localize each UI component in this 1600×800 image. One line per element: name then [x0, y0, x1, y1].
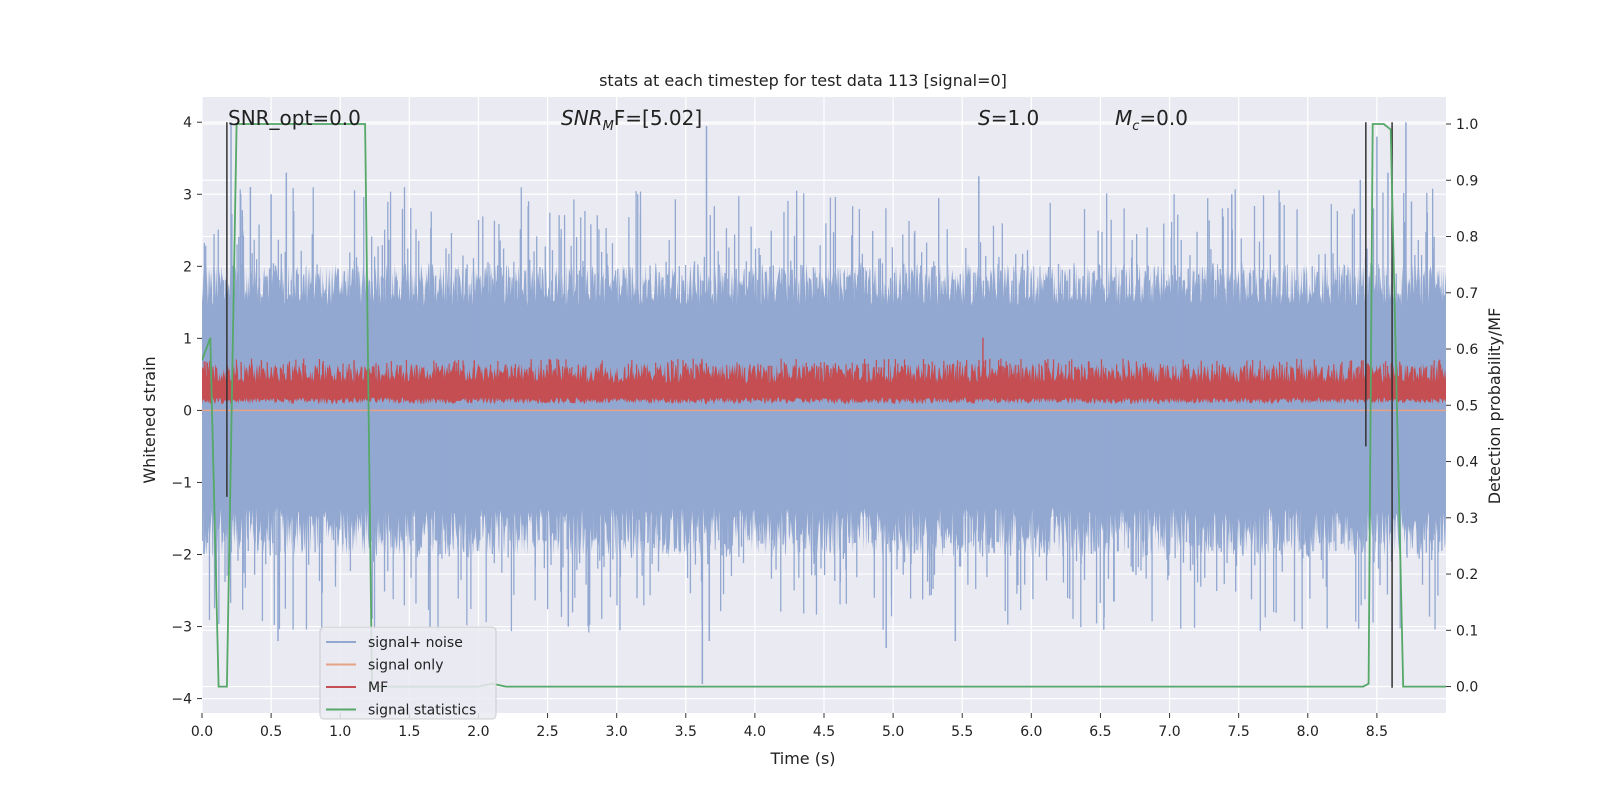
mc-italic: M: [1115, 106, 1132, 130]
x-tick-label: 0.0: [191, 724, 213, 740]
y-left-axis-label: Whitened strain: [140, 356, 159, 483]
x-tick-label: 7.0: [1158, 724, 1180, 740]
y-right-ticks: 0.0 0.1 0.2 0.3 0.4 0.5 0.6 0.7 0.8 0.9 1.0: [1446, 117, 1478, 696]
x-tick-label: 2.5: [536, 724, 558, 740]
y-right-tick-label: 0.4: [1456, 455, 1478, 471]
snr-mf-main: SNR: [561, 106, 603, 130]
y-right-tick-label: 0.5: [1456, 398, 1478, 414]
legend-box: [319, 626, 497, 720]
x-tick-label: 5.5: [951, 724, 973, 740]
legend-label: signal+ noise: [368, 635, 463, 651]
y-right-tick-label: 0.0: [1456, 680, 1478, 696]
y-right-tick-label: 0.1: [1456, 623, 1478, 639]
legend: signal+ noise signal only MF signal statist…: [319, 626, 497, 720]
x-tick-label: 2.0: [467, 724, 489, 740]
x-tick-label: 4.5: [813, 724, 835, 740]
legend-label: MF: [368, 680, 388, 696]
s-rest: =1.0: [991, 106, 1040, 130]
y-right-tick-label: 0.3: [1456, 511, 1478, 527]
x-tick-label: 5.0: [882, 724, 904, 740]
y-left-tick-label: −2: [171, 547, 192, 563]
mf-series: [203, 337, 1442, 395]
x-tick-label: 1.5: [398, 724, 420, 740]
snr-mf-annotation: SNRMF=[5.02]: [561, 106, 702, 134]
x-tick-label: 3.0: [606, 724, 628, 740]
y-left-tick-label: 0: [183, 403, 192, 419]
y-left-tick-label: 1: [183, 331, 192, 347]
x-axis-label: Time (s): [769, 749, 835, 768]
legend-label: signal statistics: [368, 703, 476, 719]
x-tick-label: 8.0: [1297, 724, 1319, 740]
y-left-tick-label: −1: [171, 475, 192, 491]
y-left-ticks: −4 −3 −2 −1 0 1 2 3 4: [171, 115, 202, 708]
y-left-tick-label: −4: [171, 692, 192, 708]
y-right-axis-label: Detection probability/MF: [1485, 308, 1504, 505]
y-left-tick-label: 3: [183, 187, 192, 203]
mc-annotation: Mc=0.0: [1115, 106, 1188, 134]
x-tick-label: 0.5: [260, 724, 282, 740]
x-tick-label: 6.5: [1089, 724, 1111, 740]
y-right-tick-label: 0.7: [1456, 286, 1478, 302]
y-right-tick-label: 0.6: [1456, 342, 1478, 358]
x-tick-label: 4.0: [744, 724, 766, 740]
mc-sub: c: [1132, 119, 1139, 134]
y-right-tick-label: 0.2: [1456, 567, 1478, 583]
snr-opt-annotation: SNR_opt=0.0: [228, 106, 361, 130]
snr-mf-sub: M: [603, 119, 614, 134]
y-left-tick-label: −3: [171, 620, 192, 636]
s-annotation: S=1.0: [978, 106, 1039, 130]
x-tick-label: 1.0: [329, 724, 351, 740]
x-tick-label: 8.5: [1366, 724, 1388, 740]
y-left-tick-label: 2: [183, 259, 192, 275]
legend-label: signal only: [368, 658, 443, 674]
mc-rest: =0.0: [1139, 106, 1188, 130]
y-right-tick-label: 1.0: [1456, 117, 1478, 133]
x-tick-label: 3.5: [675, 724, 697, 740]
y-left-tick-label: 4: [183, 115, 192, 131]
x-tick-label: 6.0: [1020, 724, 1042, 740]
x-ticks: 0.0 0.5 1.0 1.5 2.0 2.5 3.0 3.5 4.0 4.5 5.0 5.5 6.0 6…: [191, 713, 1388, 740]
chart-title: stats at each timestep for test data 113…: [599, 71, 1007, 90]
y-right-tick-label: 0.8: [1456, 230, 1478, 246]
y-right-tick-label: 0.9: [1456, 173, 1478, 189]
snr-mf-rest: F=[5.02]: [614, 106, 702, 130]
s-italic: S: [978, 106, 991, 130]
x-tick-label: 7.5: [1228, 724, 1250, 740]
